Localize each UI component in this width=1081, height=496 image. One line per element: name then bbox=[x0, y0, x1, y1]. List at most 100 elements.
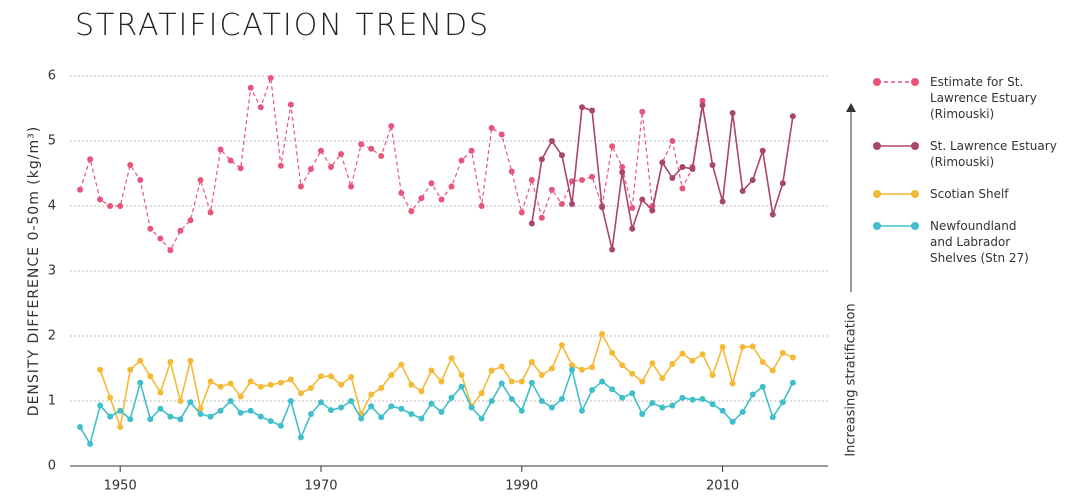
data-point bbox=[528, 177, 535, 183]
data-point bbox=[649, 399, 656, 406]
data-point bbox=[408, 411, 415, 417]
data-point bbox=[448, 183, 455, 190]
data-point bbox=[388, 403, 395, 410]
data-point bbox=[568, 362, 575, 369]
data-point bbox=[187, 399, 194, 406]
data-point bbox=[659, 404, 666, 411]
chart-title: STRATIFICATION TRENDS bbox=[75, 8, 491, 43]
data-point bbox=[287, 398, 294, 404]
data-point bbox=[358, 415, 365, 422]
data-point bbox=[408, 381, 415, 388]
data-point bbox=[779, 180, 786, 187]
data-point bbox=[548, 138, 555, 144]
data-point bbox=[749, 343, 756, 350]
data-point bbox=[217, 407, 224, 414]
data-point bbox=[679, 164, 686, 170]
data-point bbox=[579, 366, 586, 373]
legend-swatch bbox=[873, 142, 919, 150]
x-tick-label: 1990 bbox=[505, 479, 538, 494]
data-point bbox=[639, 378, 646, 385]
data-point bbox=[609, 386, 616, 393]
data-point bbox=[458, 372, 465, 378]
data-point bbox=[147, 416, 154, 423]
data-point bbox=[609, 143, 616, 150]
data-point bbox=[599, 378, 606, 385]
data-point bbox=[267, 418, 274, 425]
legend-dot bbox=[873, 142, 881, 150]
data-point bbox=[719, 407, 726, 414]
data-point bbox=[709, 372, 716, 378]
data-point bbox=[629, 225, 636, 232]
data-point bbox=[629, 390, 636, 397]
data-point bbox=[739, 409, 746, 416]
data-point bbox=[749, 391, 756, 398]
data-point bbox=[579, 407, 586, 414]
data-point bbox=[709, 162, 716, 169]
data-point bbox=[759, 359, 766, 365]
data-point bbox=[629, 204, 636, 211]
data-point bbox=[649, 360, 656, 367]
data-point bbox=[97, 366, 104, 373]
data-point bbox=[478, 415, 485, 422]
data-point bbox=[579, 177, 586, 183]
data-point bbox=[679, 185, 686, 192]
data-point bbox=[277, 162, 284, 169]
data-point bbox=[619, 169, 626, 176]
data-point bbox=[538, 156, 545, 163]
series-line bbox=[99, 331, 794, 428]
data-point bbox=[338, 151, 345, 157]
data-point bbox=[77, 186, 84, 193]
data-point bbox=[277, 422, 284, 429]
data-point bbox=[639, 196, 646, 203]
data-point bbox=[197, 411, 204, 417]
data-point bbox=[137, 379, 144, 386]
data-point bbox=[418, 195, 425, 202]
data-point bbox=[77, 424, 84, 430]
data-point bbox=[247, 407, 254, 414]
data-point bbox=[117, 407, 124, 414]
data-point bbox=[619, 164, 626, 170]
data-point bbox=[759, 383, 766, 390]
x-tick-label: 2010 bbox=[706, 479, 739, 494]
legend-item: St. Lawrence Estuary (Rimouski) bbox=[872, 138, 1072, 170]
data-point bbox=[398, 361, 405, 368]
data-point bbox=[368, 145, 375, 152]
data-point bbox=[448, 394, 455, 401]
data-point bbox=[699, 351, 706, 358]
data-point bbox=[779, 399, 786, 406]
data-point bbox=[719, 198, 726, 205]
data-point bbox=[177, 416, 184, 423]
data-point bbox=[368, 403, 375, 410]
data-point bbox=[237, 165, 244, 172]
data-point bbox=[177, 227, 184, 234]
data-point bbox=[498, 131, 505, 138]
data-point bbox=[167, 247, 174, 254]
y-tick-label: 4 bbox=[48, 199, 56, 214]
data-point bbox=[348, 373, 355, 380]
data-point bbox=[458, 383, 465, 390]
data-point bbox=[87, 156, 94, 163]
data-point bbox=[338, 381, 345, 388]
data-point bbox=[538, 372, 545, 378]
data-point bbox=[237, 409, 244, 416]
data-point bbox=[177, 398, 184, 404]
data-point bbox=[749, 177, 756, 183]
data-point bbox=[338, 404, 345, 411]
data-point bbox=[378, 385, 385, 391]
data-point bbox=[558, 396, 565, 403]
data-point bbox=[167, 359, 174, 365]
series-line bbox=[79, 366, 794, 446]
y-tick-label: 2 bbox=[48, 329, 56, 344]
data-point bbox=[297, 390, 304, 397]
data-point bbox=[558, 342, 565, 349]
annotation-arrowhead bbox=[846, 103, 856, 112]
data-point bbox=[388, 123, 395, 130]
data-point bbox=[217, 146, 224, 153]
data-point bbox=[669, 360, 676, 367]
data-point bbox=[528, 359, 535, 365]
data-point bbox=[669, 175, 676, 182]
data-point bbox=[769, 211, 776, 218]
data-point bbox=[689, 165, 696, 172]
data-point bbox=[729, 110, 736, 117]
data-point bbox=[127, 366, 134, 373]
